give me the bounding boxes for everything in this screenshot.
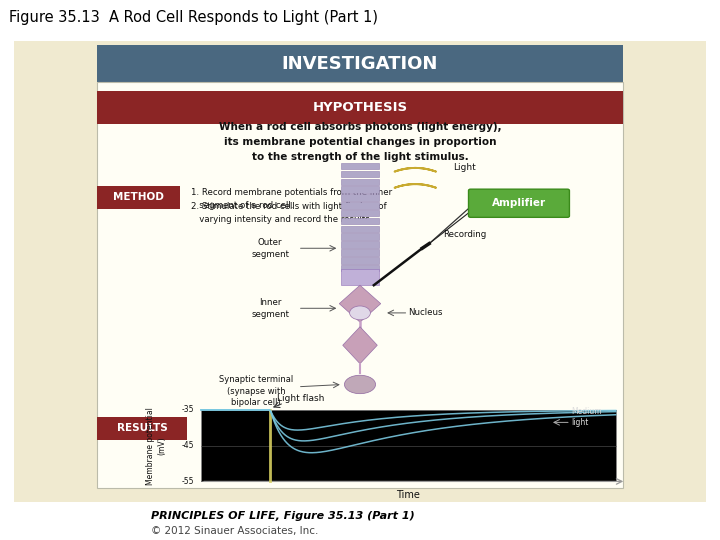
Text: HYPOTHESIS: HYPOTHESIS (312, 101, 408, 114)
Text: Nucleus: Nucleus (408, 308, 443, 318)
Text: INVESTIGATION: INVESTIGATION (282, 55, 438, 72)
FancyBboxPatch shape (341, 218, 379, 224)
FancyBboxPatch shape (14, 40, 706, 502)
FancyBboxPatch shape (201, 410, 616, 482)
Text: Outer
segment: Outer segment (251, 238, 289, 259)
Text: -55: -55 (181, 477, 194, 486)
FancyBboxPatch shape (341, 194, 379, 201)
Polygon shape (343, 327, 377, 364)
Text: METHOD: METHOD (113, 192, 164, 202)
FancyBboxPatch shape (341, 202, 379, 208)
Text: Amplifier: Amplifier (492, 199, 546, 208)
FancyBboxPatch shape (341, 249, 379, 255)
FancyBboxPatch shape (341, 186, 379, 193)
FancyBboxPatch shape (341, 257, 379, 264)
Ellipse shape (344, 375, 376, 394)
Text: 2. Stimulate the rod cells with light flashes of
   varying intensity and record: 2. Stimulate the rod cells with light fl… (191, 202, 387, 224)
Text: 1. Record membrane potentials from the inner
   segment of a rod cell.: 1. Record membrane potentials from the i… (191, 188, 392, 210)
Text: -35: -35 (181, 406, 194, 414)
FancyBboxPatch shape (469, 189, 570, 217)
Text: -45: -45 (181, 441, 194, 450)
Text: Inner
segment: Inner segment (251, 298, 289, 319)
Text: RESULTS: RESULTS (117, 423, 168, 433)
FancyBboxPatch shape (341, 265, 379, 271)
FancyBboxPatch shape (97, 45, 623, 82)
Text: Recording: Recording (443, 230, 486, 239)
FancyBboxPatch shape (97, 417, 187, 440)
Text: Medium
light: Medium light (571, 407, 601, 428)
Text: © 2012 Sinauer Associates, Inc.: © 2012 Sinauer Associates, Inc. (151, 526, 318, 536)
Text: PRINCIPLES OF LIFE, Figure 35.13 (Part 1): PRINCIPLES OF LIFE, Figure 35.13 (Part 1… (151, 511, 415, 521)
Text: Figure 35.13  A Rod Cell Responds to Light (Part 1): Figure 35.13 A Rod Cell Responds to Ligh… (9, 10, 377, 25)
Text: Light flash: Light flash (277, 394, 325, 403)
FancyBboxPatch shape (341, 163, 379, 170)
FancyBboxPatch shape (97, 82, 623, 488)
FancyBboxPatch shape (341, 179, 379, 185)
FancyBboxPatch shape (341, 269, 379, 285)
FancyBboxPatch shape (97, 186, 180, 209)
FancyBboxPatch shape (341, 171, 379, 177)
Text: Synaptic terminal
(synapse with
bipolar cell): Synaptic terminal (synapse with bipolar … (219, 375, 294, 407)
FancyBboxPatch shape (97, 91, 623, 124)
FancyBboxPatch shape (341, 233, 379, 240)
Ellipse shape (350, 306, 370, 320)
FancyBboxPatch shape (341, 241, 379, 248)
Text: Light: Light (454, 163, 476, 172)
FancyBboxPatch shape (341, 210, 379, 217)
Polygon shape (339, 285, 381, 322)
Text: Membrane potential
(mV): Membrane potential (mV) (145, 407, 166, 484)
FancyBboxPatch shape (341, 226, 379, 232)
Text: Time: Time (397, 490, 420, 500)
Text: When a rod cell absorbs photons (light energy),
its membrane potential changes i: When a rod cell absorbs photons (light e… (219, 122, 501, 162)
